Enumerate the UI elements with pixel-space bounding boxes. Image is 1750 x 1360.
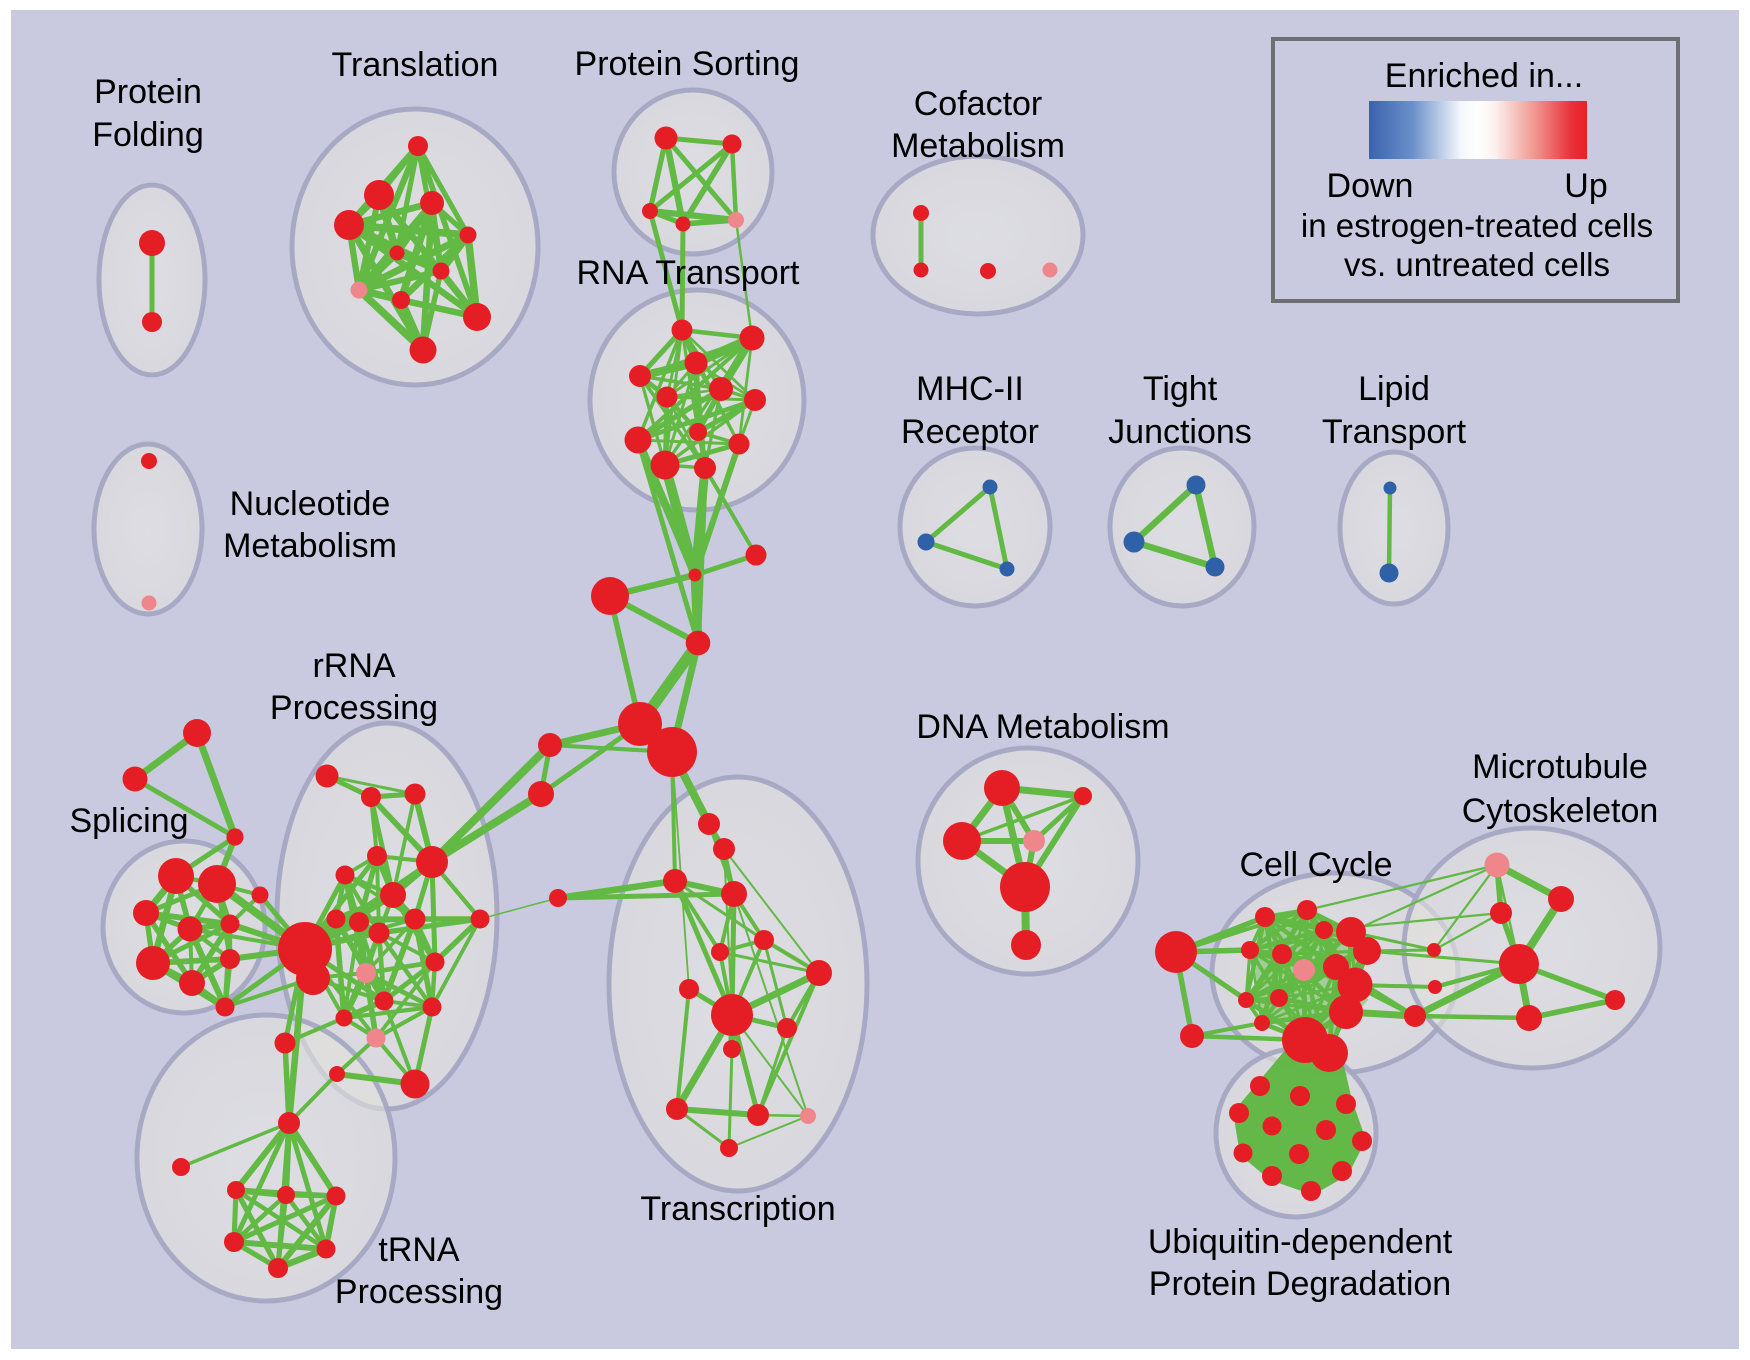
svg-text:Lipid: Lipid: [1358, 370, 1430, 408]
svg-text:MHC-II: MHC-II: [916, 370, 1024, 408]
svg-text:rRNA: rRNA: [312, 647, 395, 685]
svg-text:vs. untreated cells: vs. untreated cells: [1344, 246, 1610, 283]
svg-text:Junctions: Junctions: [1108, 413, 1252, 451]
svg-text:Transport: Transport: [1322, 413, 1467, 451]
svg-text:Cofactor: Cofactor: [914, 85, 1043, 123]
svg-text:Enriched in...: Enriched in...: [1385, 57, 1583, 95]
svg-text:Folding: Folding: [92, 116, 204, 154]
svg-text:tRNA: tRNA: [378, 1231, 460, 1269]
svg-text:in estrogen-treated cells: in estrogen-treated cells: [1301, 207, 1653, 244]
svg-text:Processing: Processing: [335, 1273, 503, 1311]
svg-text:Tight: Tight: [1143, 370, 1218, 408]
svg-text:Down: Down: [1327, 167, 1414, 205]
svg-text:Protein: Protein: [94, 73, 202, 111]
svg-text:Processing: Processing: [270, 689, 438, 727]
svg-text:Cytoskeleton: Cytoskeleton: [1462, 792, 1659, 830]
svg-text:Receptor: Receptor: [901, 413, 1039, 451]
svg-text:Metabolism: Metabolism: [891, 127, 1065, 165]
svg-text:Nucleotide: Nucleotide: [230, 485, 391, 523]
svg-text:Microtubule: Microtubule: [1472, 748, 1648, 786]
svg-text:DNA Metabolism: DNA Metabolism: [916, 708, 1169, 746]
svg-text:Protein Sorting: Protein Sorting: [575, 45, 800, 83]
svg-text:Splicing: Splicing: [69, 802, 188, 840]
svg-text:Metabolism: Metabolism: [223, 527, 397, 565]
svg-text:Up: Up: [1564, 167, 1607, 205]
svg-text:Cell Cycle: Cell Cycle: [1239, 846, 1392, 884]
svg-text:Transcription: Transcription: [640, 1190, 835, 1228]
svg-text:Ubiquitin-dependent: Ubiquitin-dependent: [1148, 1223, 1453, 1261]
svg-text:RNA Transport: RNA Transport: [577, 254, 801, 292]
svg-text:Translation: Translation: [332, 46, 499, 84]
svg-text:Protein Degradation: Protein Degradation: [1149, 1265, 1451, 1303]
